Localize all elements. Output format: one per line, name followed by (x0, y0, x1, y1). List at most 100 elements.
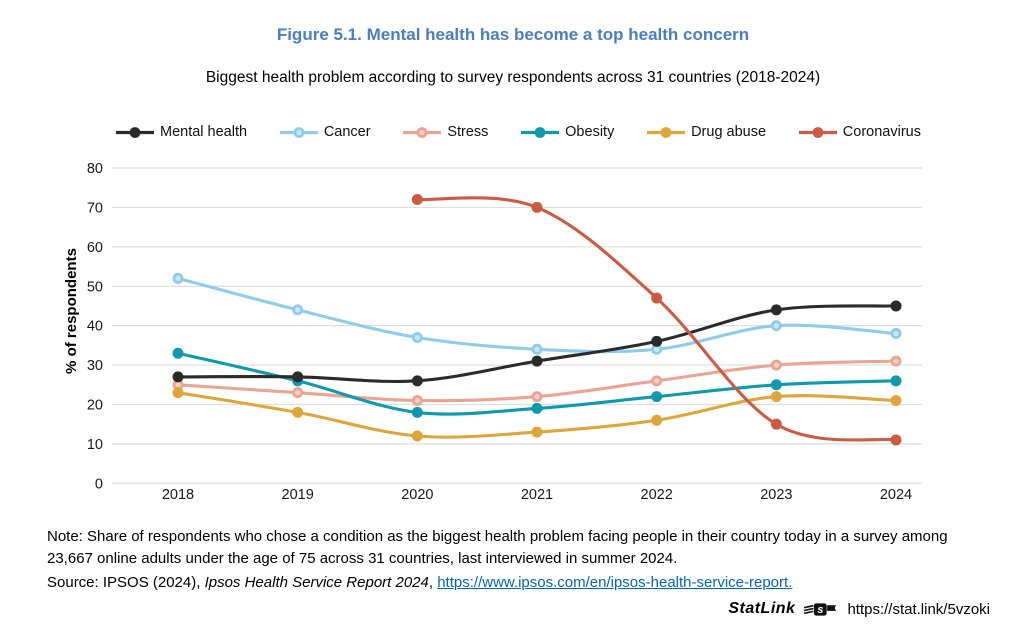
y-tick-label: 40 (87, 319, 103, 335)
data-point-obesity (651, 391, 663, 403)
legend-dot-inner (296, 129, 302, 135)
series-line-coronavirus (415, 196, 898, 442)
legend-dot (534, 126, 546, 138)
data-point-coronavirus (531, 201, 543, 213)
legend-item-coronavirus: Coronavirus (798, 124, 921, 140)
data-point-mental-health (770, 304, 782, 316)
legend-marker-stress (403, 126, 442, 138)
x-tick-label: 2023 (760, 487, 792, 503)
x-tick-label: 2018 (162, 487, 194, 503)
statlink-row: StatLink s https://stat.link/5vzoki (728, 600, 990, 618)
data-point-inner-stress (414, 397, 421, 404)
data-point-inner-stress (534, 393, 540, 400)
legend-item-stress: Stress (402, 124, 488, 140)
legend-marker-cancer (279, 126, 318, 138)
y-tick-label: 80 (87, 161, 103, 177)
x-tick-label: 2020 (401, 487, 433, 503)
data-point-mental-health (651, 335, 663, 347)
data-point-obesity (172, 347, 184, 359)
legend-dot-inner (419, 129, 425, 135)
figure-note: Note: Share of respondents who chose a c… (47, 526, 982, 594)
data-point-mental-health (411, 375, 423, 387)
data-point-coronavirus (411, 194, 423, 206)
source-link[interactable]: https://www.ipsos.com/en/ipsos-health-se… (437, 574, 793, 591)
data-point-obesity (890, 375, 902, 387)
series-line-cancer (176, 276, 898, 354)
legend-label: Cancer (323, 124, 371, 140)
data-point-inner-cancer (414, 334, 421, 341)
data-point-inner-cancer (294, 307, 301, 313)
data-point-mental-health (890, 300, 902, 312)
data-point-drug-abuse (172, 387, 184, 399)
y-tick-label: 70 (87, 200, 103, 216)
statlink-icon: s (804, 603, 837, 616)
data-point-drug-abuse (651, 414, 663, 426)
data-point-inner-cancer (893, 330, 899, 337)
data-point-drug-abuse (770, 391, 782, 403)
data-point-inner-stress (175, 382, 181, 388)
data-point-inner-stress (653, 378, 660, 384)
legend-marker-mental-health (116, 126, 154, 138)
legend-marker-obesity (521, 126, 560, 138)
legend-marker-coronavirus (798, 126, 837, 138)
data-point-inner-cancer (534, 346, 540, 352)
data-point-obesity (531, 402, 543, 414)
source-report-title: Ipsos Health Service Report 2024 (204, 574, 429, 591)
legend-item-obesity: Obesity (520, 124, 614, 140)
legend-label: Obesity (565, 124, 615, 140)
data-point-mental-health (292, 371, 304, 383)
chart-legend: Mental health Cancer Stress Obesity Drug abu… (115, 123, 921, 141)
data-point-drug-abuse (890, 395, 902, 407)
legend-item-drug-abuse: Drug abuse (646, 124, 766, 140)
data-point-mental-health (531, 355, 543, 367)
data-point-inner-cancer (773, 322, 780, 329)
series-line-mental-health (176, 304, 898, 384)
source-line: Source: IPSOS (2024), Ipsos Health Servi… (47, 572, 982, 594)
legend-dot (812, 126, 824, 138)
data-point-coronavirus (651, 292, 663, 304)
y-tick-label: 20 (87, 398, 103, 414)
data-point-coronavirus (770, 418, 782, 430)
legend-label: Coronavirus (842, 124, 921, 140)
x-tick-label: 2024 (880, 487, 912, 503)
source-separator: , (428, 574, 438, 591)
data-point-obesity (770, 379, 782, 391)
y-tick-label: 50 (87, 279, 103, 295)
data-point-drug-abuse (531, 426, 543, 438)
data-point-inner-stress (773, 362, 780, 368)
data-point-coronavirus (890, 434, 902, 446)
y-tick-label: 10 (87, 437, 103, 453)
x-tick-label: 2021 (521, 487, 553, 503)
data-point-inner-cancer (175, 275, 181, 282)
legend-item-mental-health: Mental health (115, 124, 247, 140)
data-point-drug-abuse (411, 430, 423, 442)
legend-dot (129, 126, 141, 138)
legend-dot (660, 126, 672, 138)
source-prefix: Source: IPSOS (2024), (47, 574, 205, 591)
data-point-inner-stress (893, 358, 899, 364)
legend-label: Mental health (160, 124, 248, 140)
statlink-label: StatLink (728, 600, 796, 617)
figure-subtitle: Biggest health problem according to surv… (205, 69, 821, 86)
legend-label: Stress (447, 124, 489, 140)
x-tick-label: 2022 (641, 487, 673, 503)
statlink-url[interactable]: https://stat.link/5vzoki (847, 600, 990, 618)
legend-item-cancer: Cancer (279, 124, 371, 140)
data-point-inner-cancer (653, 346, 660, 352)
y-tick-label: 30 (87, 358, 103, 374)
legend-label: Drug abuse (691, 124, 767, 140)
y-axis-label: % of respondents (63, 248, 80, 374)
y-tick-label: 60 (87, 240, 103, 256)
data-point-obesity (411, 406, 423, 418)
svg-text:s: s (818, 604, 824, 616)
legend-marker-drug-abuse (647, 126, 686, 138)
x-tick-label: 2019 (282, 487, 314, 503)
data-point-drug-abuse (292, 406, 304, 418)
y-tick-label: 0 (95, 476, 103, 492)
line-chart: 0 10 20 30 40 50 60 70 80 2018 2019 2020 2021 2022 202… (63, 161, 922, 503)
figure-title: Figure 5.1. Mental health has become a t… (276, 25, 750, 44)
note-text: Note: Share of respondents who chose a c… (47, 528, 952, 567)
data-point-mental-health (172, 371, 184, 383)
data-point-inner-stress (294, 389, 301, 396)
